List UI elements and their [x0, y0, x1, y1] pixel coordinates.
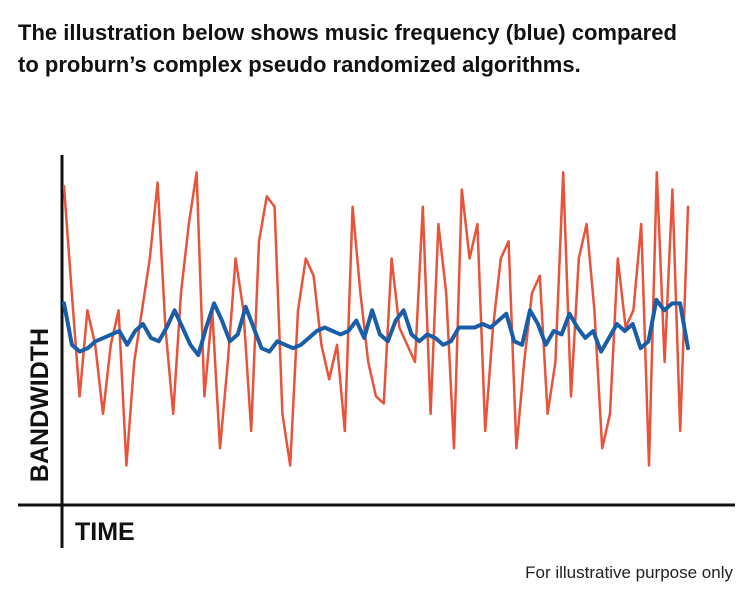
x-axis-label: TIME [75, 518, 135, 546]
chart-title-line: to proburn’s complex pseudo randomized a… [18, 52, 581, 77]
y-axis-label: BANDWIDTH [26, 328, 54, 482]
chart-title-line: The illustration below shows music frequ… [18, 20, 677, 45]
series-line [62, 171, 690, 467]
series-line [62, 297, 690, 358]
annotation: For illustrative purpose only [525, 563, 733, 582]
